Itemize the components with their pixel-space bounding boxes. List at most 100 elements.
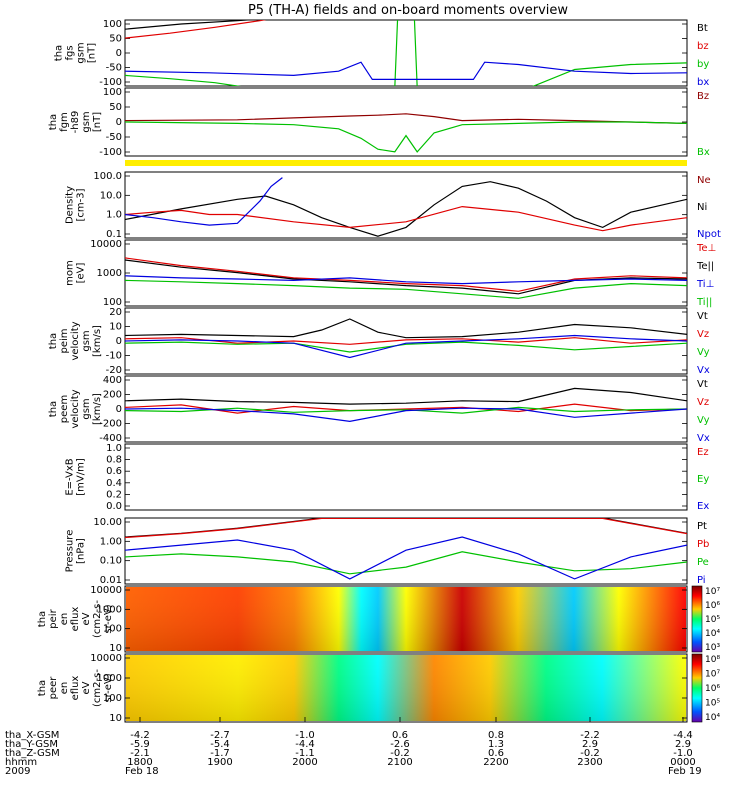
ephemeris-value: -1.1 [295, 748, 315, 759]
series-Pe [125, 551, 687, 575]
y-tick-label: 0.8 [106, 455, 122, 466]
y-axis-label: [nPa] [76, 538, 87, 564]
y-axis-label: peir [48, 608, 59, 628]
panel-3: 100.0 10.0 1.0 0.1 Density [cm-3] Ne Ni Npot [65, 171, 721, 240]
legend-entry: Te⊥ [696, 243, 716, 254]
y-tick-label: 0 [116, 117, 122, 128]
series-Vx [125, 407, 687, 423]
y-axis-label: peer [48, 676, 59, 700]
y-tick-label: 0 [116, 404, 122, 415]
ephemeris-row-label: tha_Z-GSM [5, 748, 60, 759]
ephemeris-value: -4.4 [295, 739, 315, 750]
panel-4: 10000 1000 100 mom [eV] Te⊥ Te|| Ti⊥ Ti|| [65, 239, 717, 308]
ephemeris-value: -5.9 [130, 739, 150, 750]
colorbar-tick-label: 10⁷ [705, 670, 720, 680]
series-Bx [125, 121, 687, 153]
y-tick-label: -50 [106, 132, 122, 143]
y-axis-label: E=-VxB [65, 458, 76, 495]
legend-entry: Ex [697, 501, 709, 512]
legend-entry: Vy [697, 415, 710, 426]
legend-entry: Pt [697, 521, 707, 532]
series-Vt [125, 387, 687, 405]
y-axis-label: peim [59, 328, 70, 353]
legend-entry: Bz [697, 91, 709, 102]
ephemeris-value: 0.6 [488, 748, 504, 759]
y-tick-label: 10 [109, 713, 122, 724]
colorbar-tick-label: 10⁵ [705, 699, 720, 709]
panel-5: 20 10 0 -10 -20 tha peim velocity gsm [km/s] Vt Vz V… [48, 307, 710, 376]
series-Ti⊥ [125, 275, 687, 285]
legend-entry: Ti|| [696, 297, 712, 308]
y-tick-label: 10 [109, 322, 122, 333]
colorbar-tick-label: 10⁶ [705, 684, 720, 694]
ephemeris-value: 2100 [387, 757, 412, 768]
series-Vy [125, 341, 687, 353]
panel-frame [124, 171, 688, 239]
legend-entry: Te|| [696, 261, 714, 272]
ephemeris-value: 0.8 [488, 730, 504, 741]
series-Ni [125, 181, 687, 237]
legend-entry: Pi [697, 575, 706, 586]
y-tick-label: 0.0 [106, 501, 122, 512]
ephemeris-value: 2300 [577, 757, 602, 768]
y-tick-label: 100 [103, 693, 122, 704]
ephemeris-value: -5.4 [210, 739, 230, 750]
series-by [125, 20, 687, 86]
y-tick-label: -400 [99, 433, 122, 444]
y-axis-label: [mV/m] [76, 458, 87, 496]
y-tick-label: 10000 [90, 239, 122, 250]
series-bx [125, 61, 687, 81]
ephemeris-value: -4.2 [130, 730, 150, 741]
panel-8: 10.00 1.00 0.10 0.01 Pressure [nPa] Pt Pb Pe Pi [65, 517, 710, 586]
ephemeris-value: -4.4 [673, 730, 693, 741]
ephemeris-row-label: tha_Y-GSM [5, 739, 58, 750]
y-tick-label: 1000 [97, 268, 122, 279]
ephemeris-value: -1.7 [210, 748, 230, 759]
y-axis-label: eflux [70, 607, 81, 632]
y-tick-label: 10 [109, 643, 122, 654]
y-axis-label: Density [65, 186, 76, 224]
series-Vx [125, 334, 687, 359]
colorbar-tick-label: 10⁴ [705, 713, 720, 723]
ephemeris-value: -2.7 [210, 730, 230, 741]
ephemeris-value: 2.9 [675, 739, 691, 750]
y-axis-label: tha [54, 45, 65, 61]
y-axis-label: [cm-3] [76, 188, 87, 221]
legend-entry: bz [697, 41, 709, 52]
y-axis-label: fgm [59, 112, 70, 132]
legend-entry: Npot [697, 229, 721, 240]
y-tick-label: -100 [99, 147, 122, 158]
legend-entry: Ey [697, 474, 709, 485]
legend-entry: bx [697, 77, 709, 88]
y-axis-label: (cm2-s- [92, 669, 103, 707]
y-axis-label: [nT] [87, 43, 98, 63]
series-Ti|| [125, 279, 687, 299]
legend-entry: Pb [697, 539, 709, 550]
series-Bt [125, 20, 256, 30]
ephemeris-value: 0.6 [392, 730, 408, 741]
colorbar-tick-label: 10⁴ [705, 629, 720, 639]
panel-frame [124, 653, 688, 723]
y-tick-label: 100 [103, 87, 122, 98]
ephemeris-value: 2000 [292, 757, 317, 768]
series-Bz [125, 113, 687, 124]
y-tick-label: -100 [99, 77, 122, 88]
y-tick-label: 10.0 [100, 190, 122, 201]
y-axis-label: peem [59, 395, 70, 423]
y-axis-label: sr-eV) [103, 604, 114, 633]
y-tick-label: 0.01 [100, 575, 122, 586]
series-Te⊥ [125, 257, 687, 292]
y-axis-label: fgs [65, 45, 76, 60]
y-tick-label: 200 [103, 390, 122, 401]
ephemeris-value: -2.2 [580, 730, 600, 741]
y-tick-label: 100 [103, 624, 122, 635]
ephemeris-value: -2.6 [390, 739, 410, 750]
ephemeris-value: -0.2 [580, 748, 600, 759]
y-axis-label: [km/s] [92, 325, 103, 357]
y-tick-label: 0.4 [106, 478, 122, 489]
y-tick-label: 400 [103, 375, 122, 386]
legend-entry: by [697, 59, 709, 70]
panel-9: 10⁷ 10⁶ 10⁵ 10⁴ 10³ 10000 1000 100 10 tha peir en ef… [37, 585, 720, 654]
y-tick-label: 0.1 [106, 229, 122, 240]
